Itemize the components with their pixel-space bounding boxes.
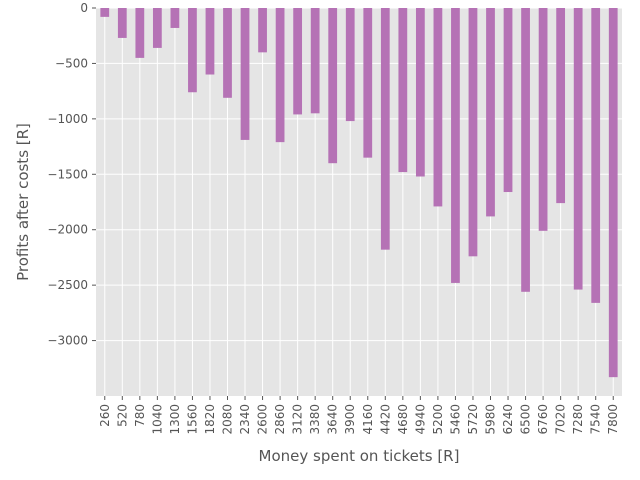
bar-4940 (415, 8, 425, 177)
bar-4160 (363, 8, 373, 158)
bar-3640 (328, 8, 338, 164)
bar-3380 (310, 8, 320, 114)
bar-1040 (152, 8, 162, 48)
bar-6760 (538, 8, 548, 231)
y-axis-label: Profits after costs [R] (14, 123, 32, 281)
x-tick-label: 7020 (554, 404, 568, 435)
x-tick-label: 260 (98, 404, 112, 427)
x-tick-label: 6240 (501, 404, 515, 435)
x-tick-label: 6760 (536, 404, 550, 435)
x-tick-label: 3380 (308, 404, 322, 435)
x-tick-label: 5720 (466, 404, 480, 435)
x-tick-label: 4680 (396, 404, 410, 435)
bars (100, 8, 618, 378)
bar-5460 (451, 8, 460, 283)
x-tick-label: 520 (115, 404, 129, 427)
x-tick-label: 2600 (256, 404, 270, 435)
bar-5980 (486, 8, 495, 217)
bar-780 (135, 8, 145, 58)
x-tick-label: 5460 (448, 404, 462, 435)
bar-2340 (240, 8, 250, 140)
x-tick-label: 780 (133, 404, 147, 427)
bar-6500 (521, 8, 530, 292)
bar-2860 (275, 8, 285, 143)
x-tick-label: 4420 (378, 404, 392, 435)
bar-7020 (556, 8, 566, 204)
x-axis-ticks: 260 520 780 1040 1300 1560 1820 2080 2340 2600 286… (98, 396, 620, 435)
x-tick-label: 5980 (484, 404, 498, 435)
bar-260 (100, 8, 110, 17)
bar-1300 (170, 8, 180, 28)
y-tick-label: −1500 (47, 167, 88, 181)
x-tick-label: 2860 (273, 404, 287, 435)
grid-lines (96, 7, 622, 396)
x-tick-label: 7540 (589, 404, 603, 435)
bar-2080 (223, 8, 232, 98)
y-axis-ticks: 0 −500 −1000 −1500 −2000 −2500 −3000 (47, 1, 96, 348)
bar-7280 (573, 8, 583, 290)
bar-3120 (293, 8, 303, 115)
y-tick-label: −500 (55, 56, 88, 70)
x-tick-label: 4160 (361, 404, 375, 435)
x-tick-label: 3120 (291, 404, 305, 435)
y-tick-label: −1000 (47, 112, 88, 126)
x-tick-label: 3640 (326, 404, 340, 435)
x-tick-label: 2080 (221, 404, 235, 435)
x-tick-label: 1820 (203, 404, 217, 435)
x-tick-label: 6500 (519, 404, 533, 435)
bar-7800 (608, 8, 618, 378)
bar-6240 (503, 8, 513, 193)
bar-7540 (591, 8, 601, 303)
x-tick-label: 1040 (150, 404, 164, 435)
x-axis-label: Money spent on tickets [R] (259, 447, 460, 465)
x-tick-label: 7280 (571, 404, 585, 435)
bar-1560 (188, 8, 197, 93)
bar-2600 (258, 8, 267, 53)
x-tick-label: 4940 (413, 404, 427, 435)
bar-4420 (380, 8, 390, 250)
y-tick-label: −2000 (47, 223, 88, 237)
y-tick-label: −3000 (47, 334, 88, 348)
bar-3900 (345, 8, 355, 122)
y-tick-label: −2500 (47, 278, 88, 292)
bar-520 (117, 8, 127, 38)
y-tick-label: 0 (80, 1, 88, 15)
plot-area (96, 8, 622, 396)
x-tick-label: 7800 (606, 404, 620, 435)
bar-5720 (468, 8, 478, 257)
x-tick-label: 3900 (343, 404, 357, 435)
x-tick-label: 5200 (431, 404, 445, 435)
bar-1820 (205, 8, 215, 75)
bar-4680 (398, 8, 408, 173)
bar-5200 (433, 8, 443, 207)
x-tick-label: 2340 (238, 404, 252, 435)
x-tick-label: 1300 (168, 404, 182, 435)
x-tick-label: 1560 (185, 404, 199, 435)
